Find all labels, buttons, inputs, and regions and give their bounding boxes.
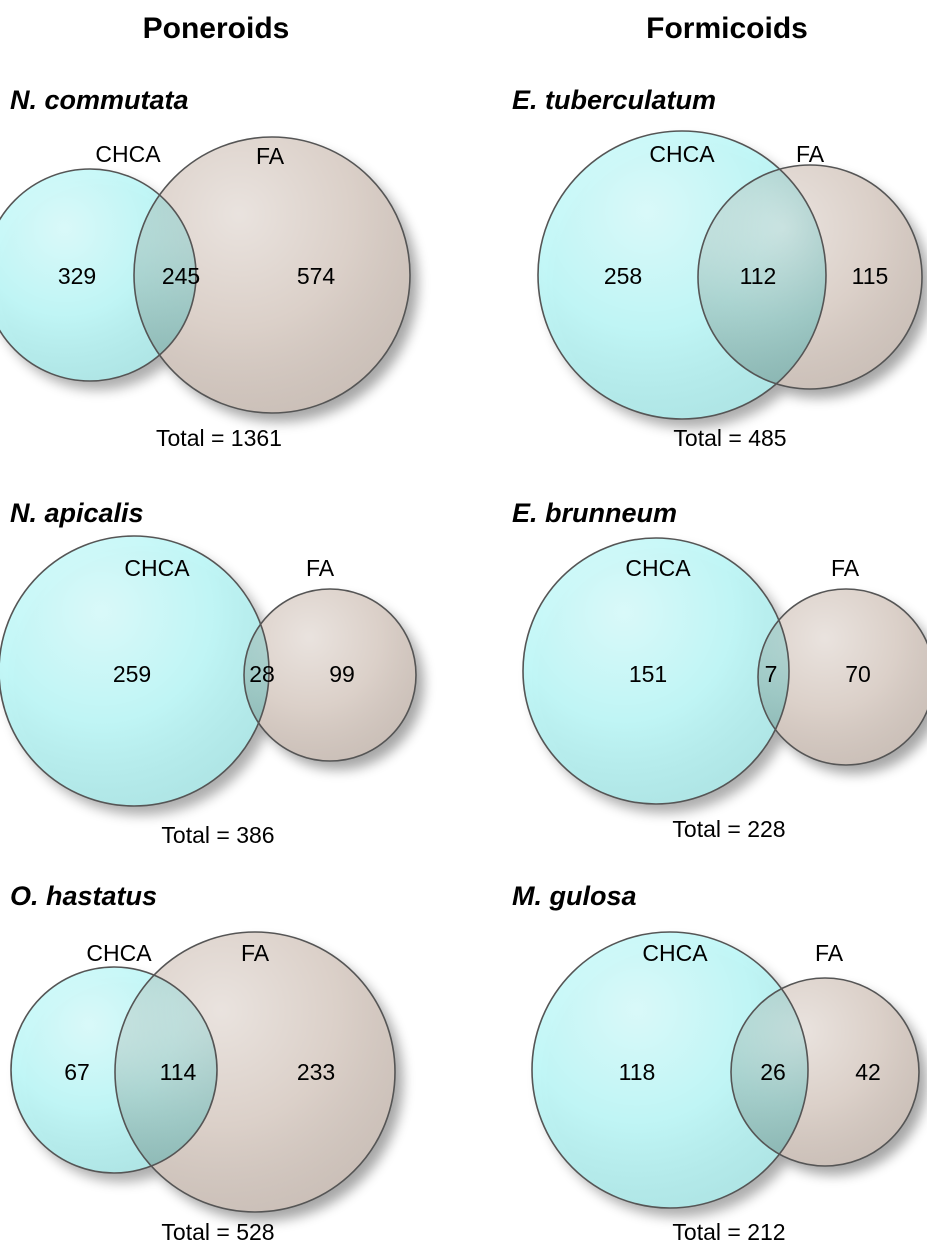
species-title: E. tuberculatum: [512, 85, 716, 115]
venn-panel-n-apicalis: N. apicalis CHCA FA 259 28 99 Total = 38…: [0, 498, 417, 848]
total-label: Total = 1361: [156, 425, 282, 451]
total-label: Total = 485: [673, 425, 786, 451]
overlap-count: 28: [249, 661, 275, 687]
fa-label: FA: [241, 940, 270, 966]
species-title: N. apicalis: [10, 498, 144, 528]
chca-only-count: 118: [619, 1059, 656, 1085]
chca-only-count: 329: [58, 263, 96, 289]
overlap-count: 114: [160, 1059, 197, 1085]
venn-panel-e-brunneum: E. brunneum CHCA FA 151 7 70 Total = 228: [512, 498, 927, 842]
chca-only-count: 259: [113, 661, 151, 687]
fa-only-count: 70: [845, 661, 871, 687]
chca-label: CHCA: [95, 141, 161, 167]
fa-only-count: 42: [855, 1059, 881, 1085]
species-title: M. gulosa: [512, 881, 637, 911]
species-title: N. commutata: [10, 85, 189, 115]
chca-label: CHCA: [642, 940, 708, 966]
chca-label: CHCA: [124, 555, 190, 581]
column-title-formicoids: Formicoids: [646, 12, 808, 45]
fa-only-count: 115: [852, 263, 889, 289]
fa-label: FA: [796, 141, 825, 167]
fa-label: FA: [815, 940, 844, 966]
venn-panel-m-gulosa: M. gulosa CHCA FA 118 26 42 Total = 212: [512, 881, 920, 1245]
fa-only-count: 233: [297, 1059, 335, 1085]
species-title: E. brunneum: [512, 498, 677, 528]
fa-only-count: 574: [297, 263, 336, 289]
chca-only-count: 67: [64, 1059, 90, 1085]
total-label: Total = 386: [161, 822, 274, 848]
fa-label: FA: [256, 143, 285, 169]
total-label: Total = 228: [672, 816, 785, 842]
venn-panel-o-hastatus: O. hastatus CHCA FA 67 114 233 Total = 5…: [10, 881, 396, 1245]
total-label: Total = 212: [672, 1219, 785, 1245]
column-title-poneroids: Poneroids: [143, 12, 290, 45]
chca-only-count: 151: [629, 661, 667, 687]
chca-label: CHCA: [625, 555, 691, 581]
species-title: O. hastatus: [10, 881, 157, 911]
overlap-count: 7: [765, 661, 778, 687]
venn-panel-e-tuberculatum: E. tuberculatum CHCA FA 258 112 115 Tota…: [512, 85, 923, 451]
overlap-count: 112: [740, 263, 777, 289]
overlap-count: 26: [760, 1059, 786, 1085]
total-label: Total = 528: [161, 1219, 274, 1245]
chca-label: CHCA: [649, 141, 715, 167]
venn-panel-n-commutata: N. commutata CHCA FA 329 245 574 Total =…: [0, 85, 411, 451]
fa-only-count: 99: [329, 661, 355, 687]
fa-label: FA: [831, 555, 860, 581]
chca-label: CHCA: [86, 940, 152, 966]
chca-only-count: 258: [604, 263, 642, 289]
fa-label: FA: [306, 555, 335, 581]
overlap-count: 245: [162, 263, 200, 289]
